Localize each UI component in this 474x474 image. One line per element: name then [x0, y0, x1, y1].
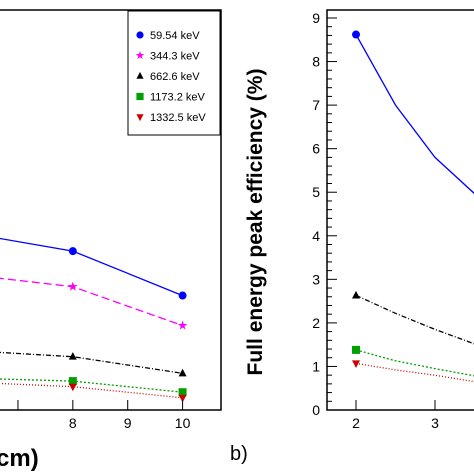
legend-marker: [136, 92, 144, 101]
legend-marker: [135, 51, 145, 60]
legend-marker: [136, 114, 144, 122]
panel-b-x-tick-label: 2: [352, 415, 360, 431]
panel-a-point: [68, 352, 77, 360]
panel-b-y-tick-label: 4: [312, 228, 320, 244]
legend-entry-label: 1173.2 keV: [150, 92, 206, 104]
legend-entry-label: 344.3 keV: [150, 51, 200, 63]
panel-a-point: [178, 394, 187, 403]
panel-a-point: [68, 377, 77, 386]
panel-b-series-line-0: [355, 34, 474, 195]
panel-b-y-tick-label: 5: [312, 184, 320, 200]
legend-marker: [136, 31, 144, 39]
panel-b-point: [352, 30, 360, 39]
panel-a-series-line-3: [0, 378, 183, 393]
legend-entry-label: 1332.5 keV: [150, 112, 206, 124]
panel-b-series: [352, 30, 474, 383]
panel-a-x-tick-label: 8: [69, 415, 77, 431]
panel-a-series-line-2: [0, 351, 183, 374]
panel-a-point: [178, 388, 187, 397]
panel-b-series-line-2: [355, 349, 474, 377]
panel-a-point: [178, 291, 187, 300]
panel-a-point: [178, 368, 187, 377]
panel-b-y-tick-label: 9: [312, 10, 320, 26]
panel-b-y-tick-label: 0: [312, 402, 320, 418]
panel-b-y-axis-title: Full energy peak efficiency (%): [244, 69, 267, 376]
panel-b-y-tick-label: 8: [312, 54, 320, 70]
panel-b-point: [352, 345, 360, 354]
panel-b-point: [352, 290, 360, 299]
panel-a-x-axis-title: cm): [0, 445, 39, 472]
panel-a-x-tick-label: 10: [175, 415, 191, 431]
panel-a-point: [68, 383, 77, 392]
panel-b-series-line-3: [355, 362, 474, 383]
panel-a-series: [0, 237, 188, 403]
panel-b-label: b): [230, 443, 248, 465]
panel-a-series-line-0: [0, 237, 183, 297]
panel-a-series-line-4: [0, 382, 183, 399]
panel-b-frame: [326, 9, 474, 411]
panel-b-y-tick-label: 2: [312, 315, 320, 331]
panel-b-series-line-1: [355, 294, 474, 345]
panel-a-x-ticks: 8 9 10: [17, 400, 191, 431]
panel-b-point: [352, 360, 360, 368]
panel-b-y-tick-label: 6: [312, 141, 320, 157]
panel-a-point: [68, 247, 77, 256]
legend-entry-label: 59.54 keV: [150, 30, 200, 42]
panel-b-y-tick-label: 1: [312, 358, 320, 374]
panel-b-y-tick-label: 3: [312, 271, 320, 287]
panel-a-point: [177, 320, 188, 330]
panel-a-frame: [0, 9, 222, 411]
panel-b-y-ticks: 0 1 2 3 4 5 6 7 8 9: [312, 10, 337, 418]
panel-b-x-tick-label: 3: [431, 415, 439, 431]
panel-a-x-tick-label: 9: [124, 415, 132, 431]
legend: 59.54 keV 344.3 keV 662.6 keV 1173.2 keV 133…: [127, 10, 221, 136]
panel-b-y-tick-label: 7: [312, 97, 320, 113]
panel-a-point: [68, 281, 78, 291]
legend-items: 59.54 keV 344.3 keV 662.6 keV 1173.2 keV 133…: [135, 30, 206, 124]
panel-a: 8 9 10 cm) 59.54 keV 344.3 keV 662.6 keV 1173…: [0, 9, 222, 472]
legend-entry-label: 662.6 keV: [150, 71, 200, 83]
legend-marker: [136, 71, 144, 79]
